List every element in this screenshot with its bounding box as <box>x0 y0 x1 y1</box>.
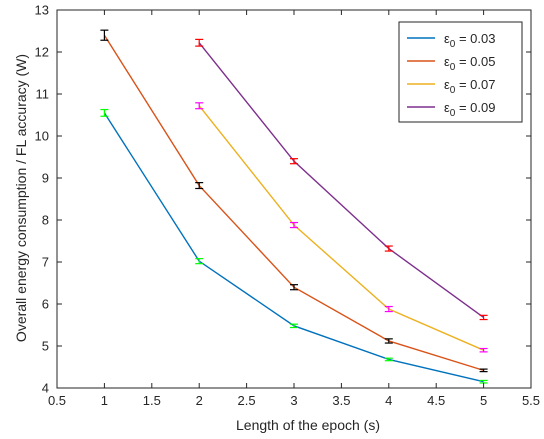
error-bar <box>195 258 204 265</box>
error-bar <box>384 357 393 362</box>
error-bar <box>384 305 393 313</box>
x-tick-label: 5.5 <box>522 393 540 408</box>
y-tick-label: 9 <box>42 171 49 186</box>
error-bar <box>290 284 298 291</box>
x-tick-label: 1.5 <box>143 393 161 408</box>
legend: ε0 = 0.03 ε0 = 0.05 ε0 = 0.07 ε0 = 0.09 <box>398 21 523 123</box>
error-bar <box>479 368 488 373</box>
error-bar <box>290 323 298 329</box>
legend-entry-label: ε0 = 0.03 <box>444 31 495 50</box>
plot-area <box>100 29 488 384</box>
y-tick-label: 7 <box>42 255 49 270</box>
x-tick-label: 4.5 <box>427 393 445 408</box>
error-bar <box>479 347 488 353</box>
x-tick-label: 5 <box>480 393 487 408</box>
error-bar <box>384 338 393 344</box>
error-bar <box>290 221 298 229</box>
y-tick-label: 11 <box>36 87 50 102</box>
y-tick-label: 6 <box>42 297 49 312</box>
y-tick-label: 10 <box>35 129 49 144</box>
error-bar <box>479 314 488 321</box>
error-bar <box>100 29 109 41</box>
series-line <box>198 42 485 319</box>
error-bar <box>384 245 393 252</box>
x-tick-label: 2 <box>196 393 203 408</box>
y-tick-label: 13 <box>35 3 49 18</box>
error-bar <box>290 158 298 165</box>
y-tick-label: 8 <box>42 213 49 228</box>
x-axis-label: Length of the epoch (s) <box>236 417 380 433</box>
legend-entry-label: ε0 = 0.07 <box>444 77 495 96</box>
axes: 0.5 1 1.5 2 2.5 3 3.5 4 4.5 5 5.5 4 5 6 7 8 9 10 11 12 13 <box>35 3 541 409</box>
x-tick-label: 1 <box>101 393 108 408</box>
x-tick-label: 0.5 <box>48 393 66 408</box>
error-bar <box>100 108 109 117</box>
error-bar <box>195 38 204 47</box>
x-tick-label: 3.5 <box>332 393 350 408</box>
x-tick-label: 3 <box>290 393 297 408</box>
x-tick-label: 2.5 <box>238 393 256 408</box>
series-line <box>198 105 484 351</box>
legend-entry-label: ε0 = 0.05 <box>444 54 495 73</box>
error-bar <box>195 182 204 190</box>
error-bar <box>195 102 204 110</box>
error-bar <box>479 379 488 384</box>
y-tick-label: 5 <box>42 339 49 354</box>
legend-entry-label: ε0 = 0.09 <box>444 100 495 119</box>
y-tick-label: 12 <box>35 45 49 60</box>
y-tick-label: 4 <box>42 381 49 396</box>
y-axis-label: Overall energy consumption / FL accuracy… <box>13 54 29 342</box>
x-tick-label: 4 <box>385 393 392 408</box>
